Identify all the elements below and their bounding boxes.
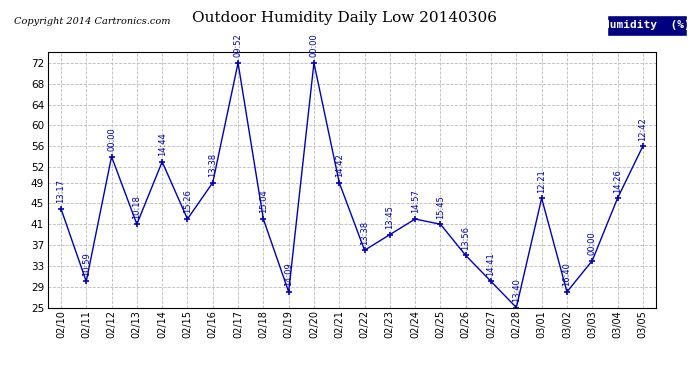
Text: 14:44: 14:44 bbox=[157, 132, 167, 156]
Text: 14:41: 14:41 bbox=[486, 252, 495, 276]
Text: 13:38: 13:38 bbox=[360, 220, 369, 245]
Text: 13:56: 13:56 bbox=[461, 226, 471, 250]
Text: 00:00: 00:00 bbox=[309, 34, 319, 57]
Text: 00:00: 00:00 bbox=[588, 231, 597, 255]
Text: Humidity  (%): Humidity (%) bbox=[603, 20, 690, 30]
Text: 13:17: 13:17 bbox=[57, 179, 66, 203]
Text: 14:26: 14:26 bbox=[613, 169, 622, 193]
Text: 14:42: 14:42 bbox=[335, 153, 344, 177]
Text: 15:04: 15:04 bbox=[259, 190, 268, 213]
Text: 00:00: 00:00 bbox=[107, 127, 116, 151]
Text: 15:45: 15:45 bbox=[436, 195, 445, 219]
Text: 10:18: 10:18 bbox=[132, 195, 141, 219]
Text: Copyright 2014 Cartronics.com: Copyright 2014 Cartronics.com bbox=[14, 17, 170, 26]
Text: 15:26: 15:26 bbox=[183, 190, 192, 213]
Text: 12:21: 12:21 bbox=[537, 169, 546, 193]
Text: 10:59: 10:59 bbox=[81, 252, 91, 276]
Text: 16:40: 16:40 bbox=[562, 262, 571, 286]
Text: 12:42: 12:42 bbox=[638, 117, 647, 141]
Text: 13:45: 13:45 bbox=[385, 205, 395, 229]
Text: 14:09: 14:09 bbox=[284, 262, 293, 286]
Text: 13:40: 13:40 bbox=[512, 278, 521, 302]
Text: 14:57: 14:57 bbox=[411, 190, 420, 213]
Text: Outdoor Humidity Daily Low 20140306: Outdoor Humidity Daily Low 20140306 bbox=[193, 11, 497, 25]
Text: 09:52: 09:52 bbox=[233, 34, 243, 57]
Text: 13:38: 13:38 bbox=[208, 153, 217, 177]
